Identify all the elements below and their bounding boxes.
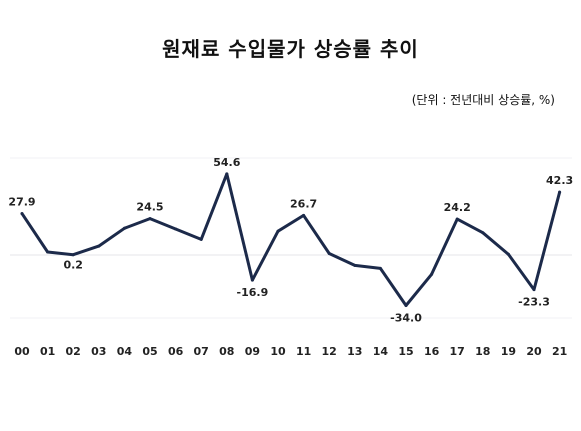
- x-tick-label: 15: [398, 345, 413, 358]
- data-point: [327, 252, 331, 256]
- data-label: 0.2: [63, 259, 83, 272]
- data-label: 26.7: [290, 197, 317, 210]
- x-tick-label: 21: [552, 345, 567, 358]
- x-tick-label: 02: [66, 345, 81, 358]
- data-point: [225, 172, 229, 176]
- data-point: [250, 278, 254, 282]
- data-point: [302, 213, 306, 217]
- data-point: [174, 227, 178, 231]
- data-label: 54.6: [213, 156, 240, 169]
- x-tick-label: 03: [91, 345, 106, 358]
- x-tick-label: 11: [296, 345, 311, 358]
- x-tick-label: 04: [117, 345, 133, 358]
- x-tick-label: 09: [245, 345, 260, 358]
- data-point: [532, 288, 536, 292]
- data-point: [276, 229, 280, 233]
- data-point: [20, 212, 24, 216]
- data-point: [378, 266, 382, 270]
- data-point: [481, 231, 485, 235]
- data-point: [71, 253, 75, 257]
- data-label: -16.9: [237, 286, 269, 299]
- x-tick-label: 06: [168, 345, 184, 358]
- data-point: [46, 250, 50, 254]
- data-label: -34.0: [390, 311, 422, 324]
- data-point: [404, 303, 408, 307]
- chart-title: 원재료 수입물가 상승률 추이: [162, 37, 419, 61]
- data-label: 24.5: [136, 201, 163, 214]
- data-label: 27.9: [8, 196, 35, 209]
- data-point: [506, 252, 510, 256]
- data-point: [97, 244, 101, 248]
- data-point: [148, 217, 152, 221]
- data-label: 24.2: [444, 201, 471, 214]
- data-point: [430, 272, 434, 276]
- x-tick-label: 18: [475, 345, 490, 358]
- x-tick-label: 19: [501, 345, 516, 358]
- x-tick-label: 16: [424, 345, 440, 358]
- x-tick-label: 20: [526, 345, 542, 358]
- data-point: [455, 217, 459, 221]
- data-point: [199, 237, 203, 241]
- x-tick-label: 05: [142, 345, 157, 358]
- data-point: [353, 263, 357, 267]
- data-point: [122, 226, 126, 230]
- x-tick-label: 01: [40, 345, 55, 358]
- x-tick-label: 00: [14, 345, 30, 358]
- x-tick-label: 17: [450, 345, 465, 358]
- x-tick-label: 13: [347, 345, 362, 358]
- data-label: -23.3: [518, 296, 550, 309]
- series-line: [20, 172, 562, 307]
- x-tick-label: 08: [219, 345, 234, 358]
- x-tick-label: 07: [194, 345, 209, 358]
- x-tick-label: 12: [322, 345, 337, 358]
- unit-note: (단위 : 전년대비 상승률, %): [411, 93, 555, 107]
- x-tick-label: 10: [270, 345, 286, 358]
- x-tick-label: 14: [373, 345, 389, 358]
- data-label: 42.3: [546, 174, 573, 187]
- data-point: [558, 190, 562, 194]
